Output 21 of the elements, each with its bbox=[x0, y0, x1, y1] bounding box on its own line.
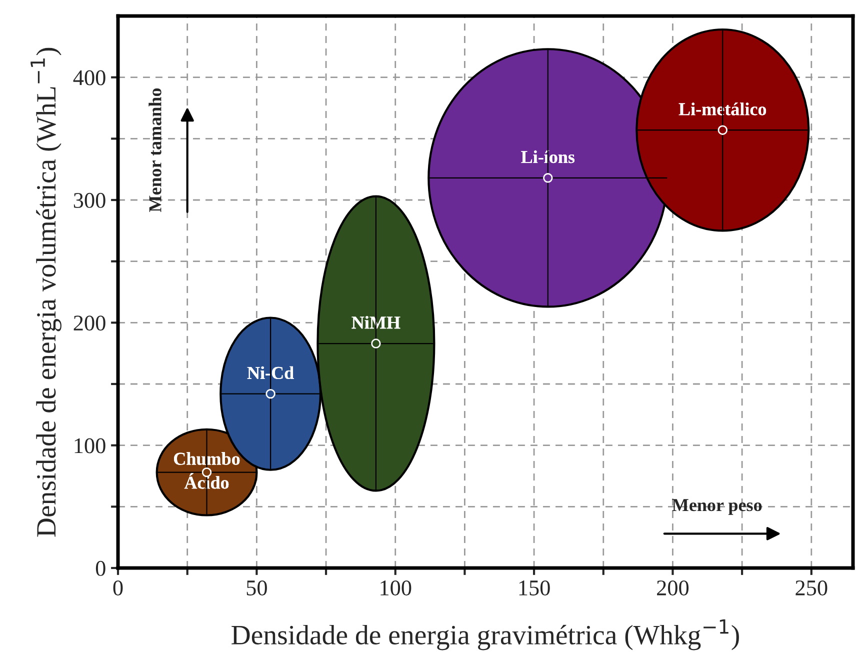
x-tick-label: 0 bbox=[113, 580, 123, 596]
series-label: Li-metálico bbox=[678, 102, 766, 116]
point bbox=[266, 388, 276, 399]
x-tick-label: 250 bbox=[796, 580, 828, 596]
y-axis-title: Densidade de energia volumétrica (WhL$^{−1}$) bbox=[30, 48, 62, 537]
annotation: Menor tamanho bbox=[148, 88, 162, 212]
y-tick-label: 400 bbox=[73, 70, 106, 86]
annotation: Menor peso bbox=[672, 499, 762, 515]
point bbox=[718, 125, 728, 135]
y-tick-label: 100 bbox=[74, 438, 106, 454]
y-tick-label: 0 bbox=[96, 560, 106, 576]
x-tick-label: 150 bbox=[519, 580, 550, 596]
y-tick-label: 300 bbox=[74, 192, 106, 208]
x-tick-label: 200 bbox=[657, 580, 689, 596]
x-axis-title: Densidade de energia gravimétrica (Whkg$^{−1}$) bbox=[232, 619, 739, 650]
x-tick-label: 50 bbox=[246, 580, 267, 596]
series-label: NiMH bbox=[352, 316, 400, 329]
series-label: Chumbo Ácido bbox=[174, 452, 240, 489]
x-tick-label: 100 bbox=[380, 580, 412, 596]
point bbox=[371, 338, 381, 348]
y-tick-label: 200 bbox=[74, 316, 106, 331]
